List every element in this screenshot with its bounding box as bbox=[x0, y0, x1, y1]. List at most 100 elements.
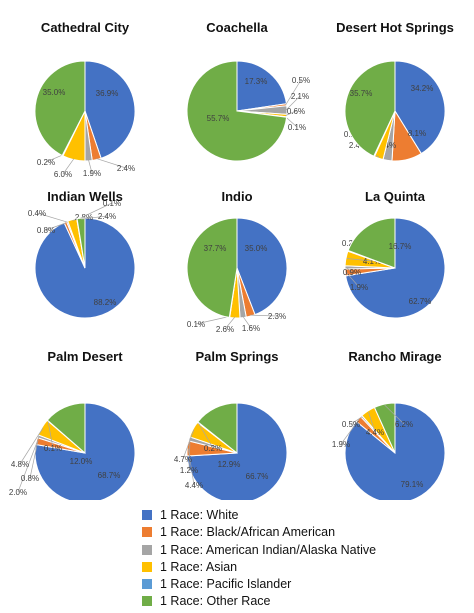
legend-item-asian: 1 Race: Asian bbox=[142, 559, 376, 575]
data-label: 79.1% bbox=[401, 480, 424, 489]
leader-line bbox=[19, 427, 44, 465]
pie-slice-white bbox=[344, 402, 446, 500]
leader-line bbox=[182, 429, 195, 460]
data-label: 88.2% bbox=[94, 298, 117, 307]
chart-title: Cathedral City bbox=[40, 20, 130, 35]
data-label: 8.1% bbox=[408, 129, 426, 138]
data-label: 1.9% bbox=[332, 440, 350, 449]
leader-line bbox=[36, 212, 68, 223]
data-label: 4.4% bbox=[185, 481, 203, 490]
leader-line bbox=[195, 316, 230, 325]
data-label: 4.8% bbox=[11, 460, 29, 469]
data-label: 68.7% bbox=[98, 471, 121, 480]
pie-charts-svg: 36.9% 2.4% 1.9% 6.0% 0.2% 35.0% 17.3% 0.5% 2.1% 0… bbox=[9, 60, 446, 500]
legend-swatch bbox=[142, 596, 152, 607]
pie-slice-other-race bbox=[186, 60, 288, 162]
data-label: 2.8% bbox=[75, 213, 93, 222]
legend-label: 1 Race: Asian bbox=[160, 559, 238, 574]
data-label: 36.9% bbox=[96, 89, 119, 98]
leader-line bbox=[45, 154, 64, 163]
legend-label: 1 Race: Other Race bbox=[160, 594, 271, 609]
data-label: 35.0% bbox=[43, 88, 66, 97]
chart-title: Palm Desert bbox=[47, 349, 123, 364]
leader-line bbox=[17, 441, 38, 493]
leader-line bbox=[340, 419, 360, 445]
data-label: 6.0% bbox=[54, 170, 72, 179]
data-label: 4.7% bbox=[174, 455, 192, 464]
leader-line bbox=[188, 439, 191, 471]
data-label: 35.7% bbox=[350, 89, 373, 98]
pie-slice-white bbox=[236, 60, 288, 112]
leader-line bbox=[96, 158, 127, 169]
chart-title: Desert Hot Springs bbox=[336, 20, 454, 35]
data-label: 4.1% bbox=[363, 257, 381, 266]
chart-title: Indio bbox=[221, 189, 253, 204]
legend-swatch bbox=[142, 561, 152, 572]
pie-slice-other-race bbox=[197, 402, 238, 455]
pie-chart-palm-desert: 68.7% 2.0% 0.8% 4.8% 0.1% 12.0% bbox=[9, 402, 136, 500]
data-label: 12.9% bbox=[218, 460, 241, 469]
leader-line bbox=[386, 144, 388, 160]
leader-line bbox=[47, 420, 54, 449]
data-label: 0.8% bbox=[37, 226, 55, 235]
leader-line bbox=[350, 416, 363, 425]
data-label: 0.5% bbox=[292, 76, 310, 85]
legend-label: 1 Race: White bbox=[160, 508, 239, 522]
legend-label: 1 Race: American Indian/Alaska Native bbox=[160, 542, 377, 557]
legend-item-pacific-islander: 1 Race: Pacific Islander bbox=[142, 576, 376, 592]
data-label: 0.1% bbox=[44, 444, 62, 453]
charts-area: 36.9% 2.4% 1.9% 6.0% 0.2% 35.0% 17.3% 0.5% 2.1% 0… bbox=[9, 20, 454, 500]
data-label: 2.0% bbox=[9, 488, 27, 497]
data-label: 6.2% bbox=[395, 420, 413, 429]
leader-line bbox=[45, 222, 66, 231]
chart-title: Coachella bbox=[206, 20, 268, 35]
data-label: 0.6% bbox=[287, 107, 305, 116]
leader-line bbox=[285, 110, 297, 116]
data-label: 66.7% bbox=[246, 472, 269, 481]
pie-slice-other-race bbox=[46, 402, 86, 455]
pie-slice-white bbox=[236, 217, 288, 316]
data-label: 12.0% bbox=[70, 457, 93, 466]
chart-title: Rancho Mirage bbox=[348, 349, 442, 364]
data-label: 2.3% bbox=[268, 312, 286, 321]
pie-chart-la-quinta: 62.7%1.9%0.9%4.1%0.2%16.7% bbox=[342, 217, 446, 319]
data-label: 55.7% bbox=[207, 114, 230, 123]
legend-label: 1 Race: Black/African American bbox=[160, 525, 336, 540]
pie-chart-palm-springs: 66.7% 4.4% 1.2% 4.7% 0.2% 12.9% bbox=[174, 402, 288, 500]
pie-slice-other-race bbox=[344, 60, 396, 157]
chart-title: La Quinta bbox=[365, 189, 425, 204]
leader-line bbox=[76, 202, 113, 220]
data-label: 0.2% bbox=[37, 158, 55, 167]
pie-slice-white bbox=[84, 60, 136, 159]
data-label: 2.1% bbox=[291, 92, 309, 101]
legend-swatch bbox=[142, 527, 152, 538]
data-label: 2.4% bbox=[98, 212, 116, 221]
data-label: 1.6% bbox=[242, 324, 260, 333]
data-label: 0.4% bbox=[28, 209, 46, 218]
leader-line bbox=[285, 95, 301, 111]
data-label: 2.4% bbox=[378, 141, 396, 150]
leader-line bbox=[250, 314, 278, 317]
legend-item-white: 1 Race: White bbox=[142, 507, 376, 523]
leader-line bbox=[242, 316, 252, 329]
leader-line bbox=[346, 258, 373, 262]
data-label: 35.0% bbox=[245, 244, 268, 253]
data-label: 0.1% bbox=[187, 320, 205, 329]
data-label: 17.3% bbox=[245, 77, 268, 86]
pie-chart-indio: 35.0% 2.3% 1.6% 2.6% 0.1% 37.7% bbox=[186, 217, 288, 334]
legend-swatch bbox=[142, 544, 152, 555]
chart-title: Palm Springs bbox=[195, 349, 279, 364]
leader-line bbox=[384, 404, 405, 425]
leader-line bbox=[224, 316, 236, 330]
leader-line bbox=[29, 436, 40, 479]
legend-swatch bbox=[142, 579, 152, 590]
leader-line bbox=[198, 422, 214, 449]
data-label: 16.7% bbox=[389, 242, 412, 251]
legend: 1 Race: White 1 Race: Black/African Amer… bbox=[142, 507, 376, 611]
data-label: 0.2% bbox=[204, 444, 222, 453]
pie-chart-coachella: 17.3% 0.5% 2.1% 0.6% 0.1% 55.7% bbox=[186, 60, 310, 162]
data-label: 34.2% bbox=[411, 84, 434, 93]
leader-line bbox=[62, 158, 75, 175]
legend-item-black: 1 Race: Black/African American bbox=[142, 524, 376, 540]
pie-slice-other-race bbox=[186, 217, 238, 318]
